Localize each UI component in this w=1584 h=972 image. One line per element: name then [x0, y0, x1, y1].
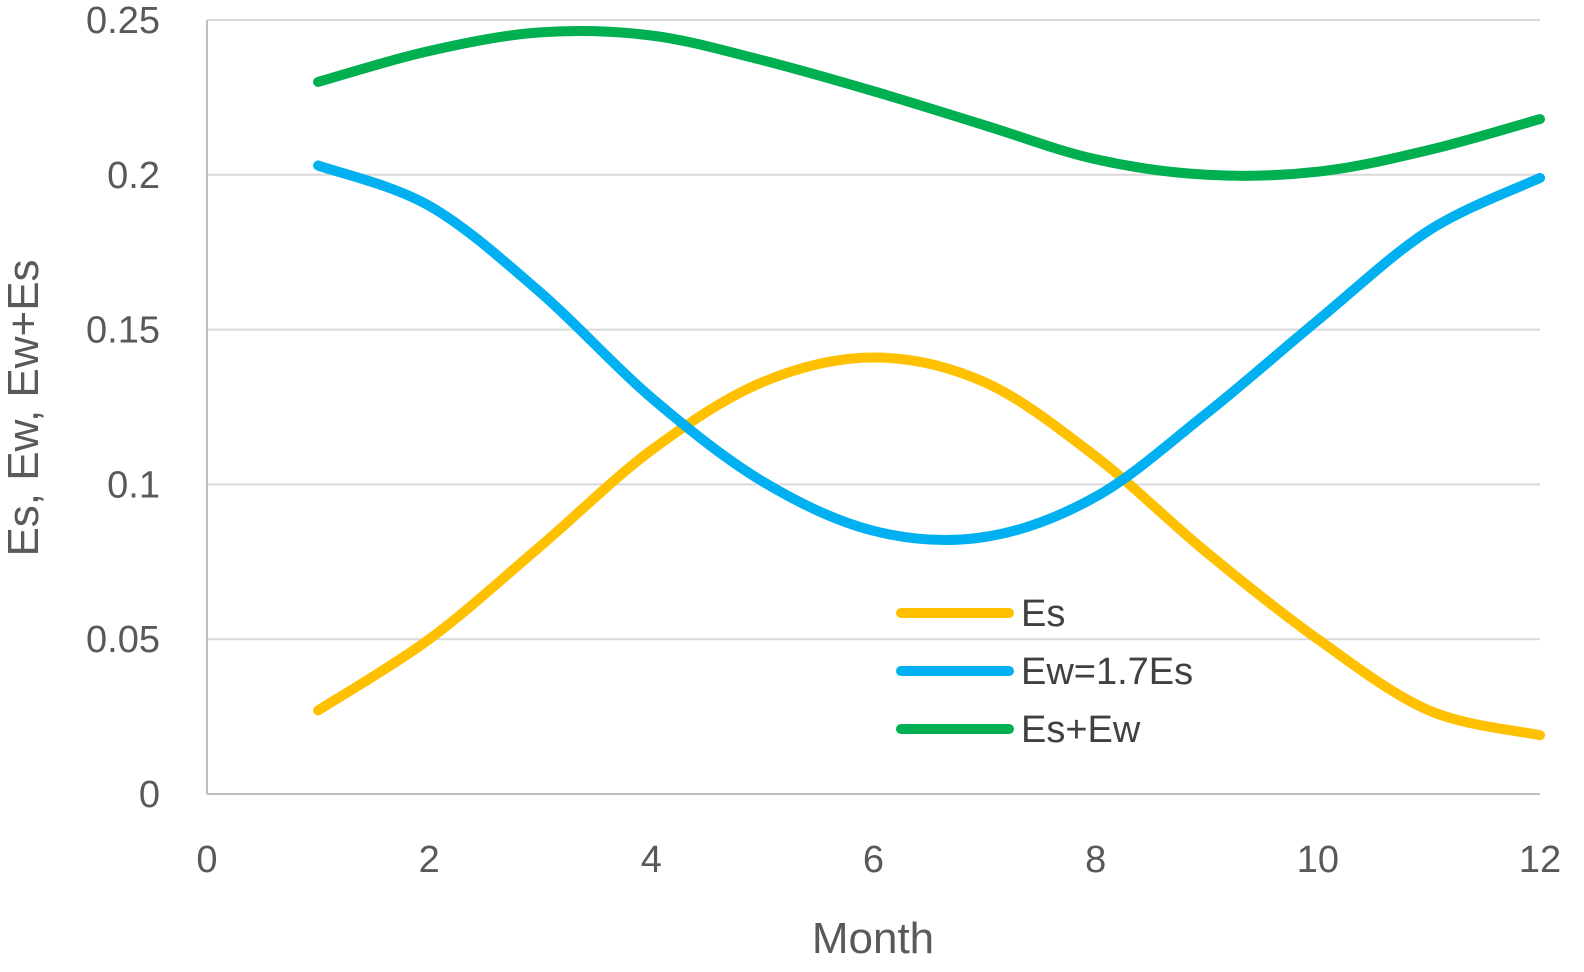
- x-tick-label: 6: [863, 839, 884, 881]
- grid-lines: [207, 19, 1540, 641]
- x-tick-label: 2: [419, 839, 440, 881]
- x-axis-title: Month: [812, 914, 934, 963]
- series-line-ew-1-7es: [313, 160, 1545, 546]
- series-line-es: [313, 352, 1545, 741]
- y-axis-title: Es, Ew, Ew+Es: [0, 259, 48, 556]
- y-tick-label: 0.1: [107, 464, 160, 506]
- x-tick-label: 12: [1519, 839, 1561, 881]
- series-line-es-ew: [313, 25, 1545, 181]
- x-tick-label: 0: [196, 839, 217, 881]
- legend: Es Ew=1.7Es Es+Ew: [896, 593, 1193, 751]
- tick-labels: 0 0.05 0.1 0.15 0.2 0.25 0 2 4 6 8 10 12: [86, 0, 1561, 881]
- y-tick-label: 0.25: [86, 0, 160, 42]
- x-tick-label: 8: [1085, 839, 1106, 881]
- legend-label-es: Es: [1021, 593, 1065, 635]
- y-tick-label: 0.2: [107, 155, 160, 197]
- y-tick-label: 0: [139, 774, 160, 816]
- legend-label-es-ew: Es+Ew: [1021, 709, 1141, 751]
- y-tick-label: 0.15: [86, 310, 160, 352]
- x-tick-label: 10: [1297, 839, 1339, 881]
- legend-label-ew-1-7es: Ew=1.7Es: [1021, 651, 1193, 693]
- y-tick-label: 0.05: [86, 619, 160, 661]
- x-tick-label: 4: [641, 839, 662, 881]
- series-lines: [313, 25, 1545, 741]
- axes: [206, 20, 1540, 795]
